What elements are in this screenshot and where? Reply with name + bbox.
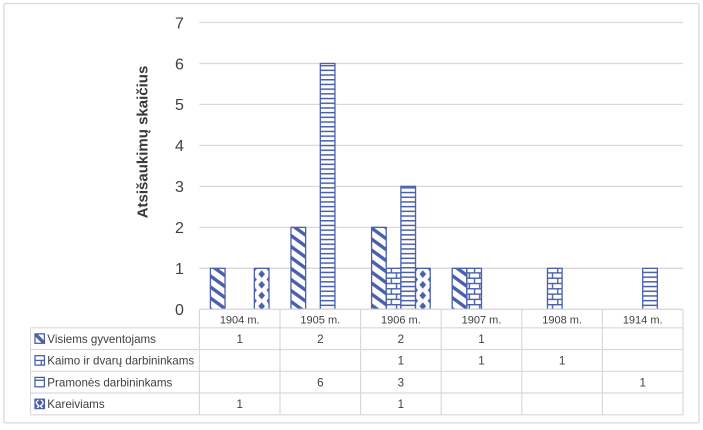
svg-text:Visiems gyventojams: Visiems gyventojams bbox=[47, 333, 156, 346]
svg-text:1: 1 bbox=[478, 333, 484, 346]
svg-text:1: 1 bbox=[175, 261, 184, 278]
svg-text:1908 m.: 1908 m. bbox=[542, 314, 582, 326]
svg-text:6: 6 bbox=[317, 376, 323, 389]
svg-text:Kareiviams: Kareiviams bbox=[47, 398, 105, 411]
svg-text:2: 2 bbox=[317, 333, 323, 346]
svg-text:1: 1 bbox=[236, 333, 242, 346]
svg-text:1: 1 bbox=[236, 398, 242, 411]
svg-text:1905 m.: 1905 m. bbox=[300, 314, 340, 326]
svg-text:0: 0 bbox=[175, 302, 184, 319]
svg-text:1: 1 bbox=[639, 376, 645, 389]
svg-text:4: 4 bbox=[175, 138, 184, 155]
svg-text:3: 3 bbox=[398, 376, 404, 389]
svg-text:1: 1 bbox=[559, 355, 565, 368]
svg-text:2: 2 bbox=[398, 333, 404, 346]
svg-text:1904 m.: 1904 m. bbox=[220, 314, 260, 326]
svg-text:Atsišaukimų skaičius: Atsišaukimų skaičius bbox=[135, 66, 152, 219]
svg-text:Kaimo ir dvarų darbininkams: Kaimo ir dvarų darbininkams bbox=[47, 355, 194, 368]
svg-text:7: 7 bbox=[175, 15, 184, 32]
svg-text:1914 m.: 1914 m. bbox=[623, 314, 663, 326]
svg-text:1: 1 bbox=[398, 398, 404, 411]
svg-text:Pramonės darbininkams: Pramonės darbininkams bbox=[47, 376, 172, 389]
svg-text:1: 1 bbox=[478, 355, 484, 368]
svg-text:1906 m.: 1906 m. bbox=[381, 314, 421, 326]
svg-text:2: 2 bbox=[175, 220, 184, 237]
svg-text:1907 m.: 1907 m. bbox=[462, 314, 502, 326]
svg-text:1: 1 bbox=[398, 355, 404, 368]
svg-text:3: 3 bbox=[175, 179, 184, 196]
svg-text:6: 6 bbox=[175, 56, 184, 73]
svg-text:5: 5 bbox=[175, 97, 184, 114]
